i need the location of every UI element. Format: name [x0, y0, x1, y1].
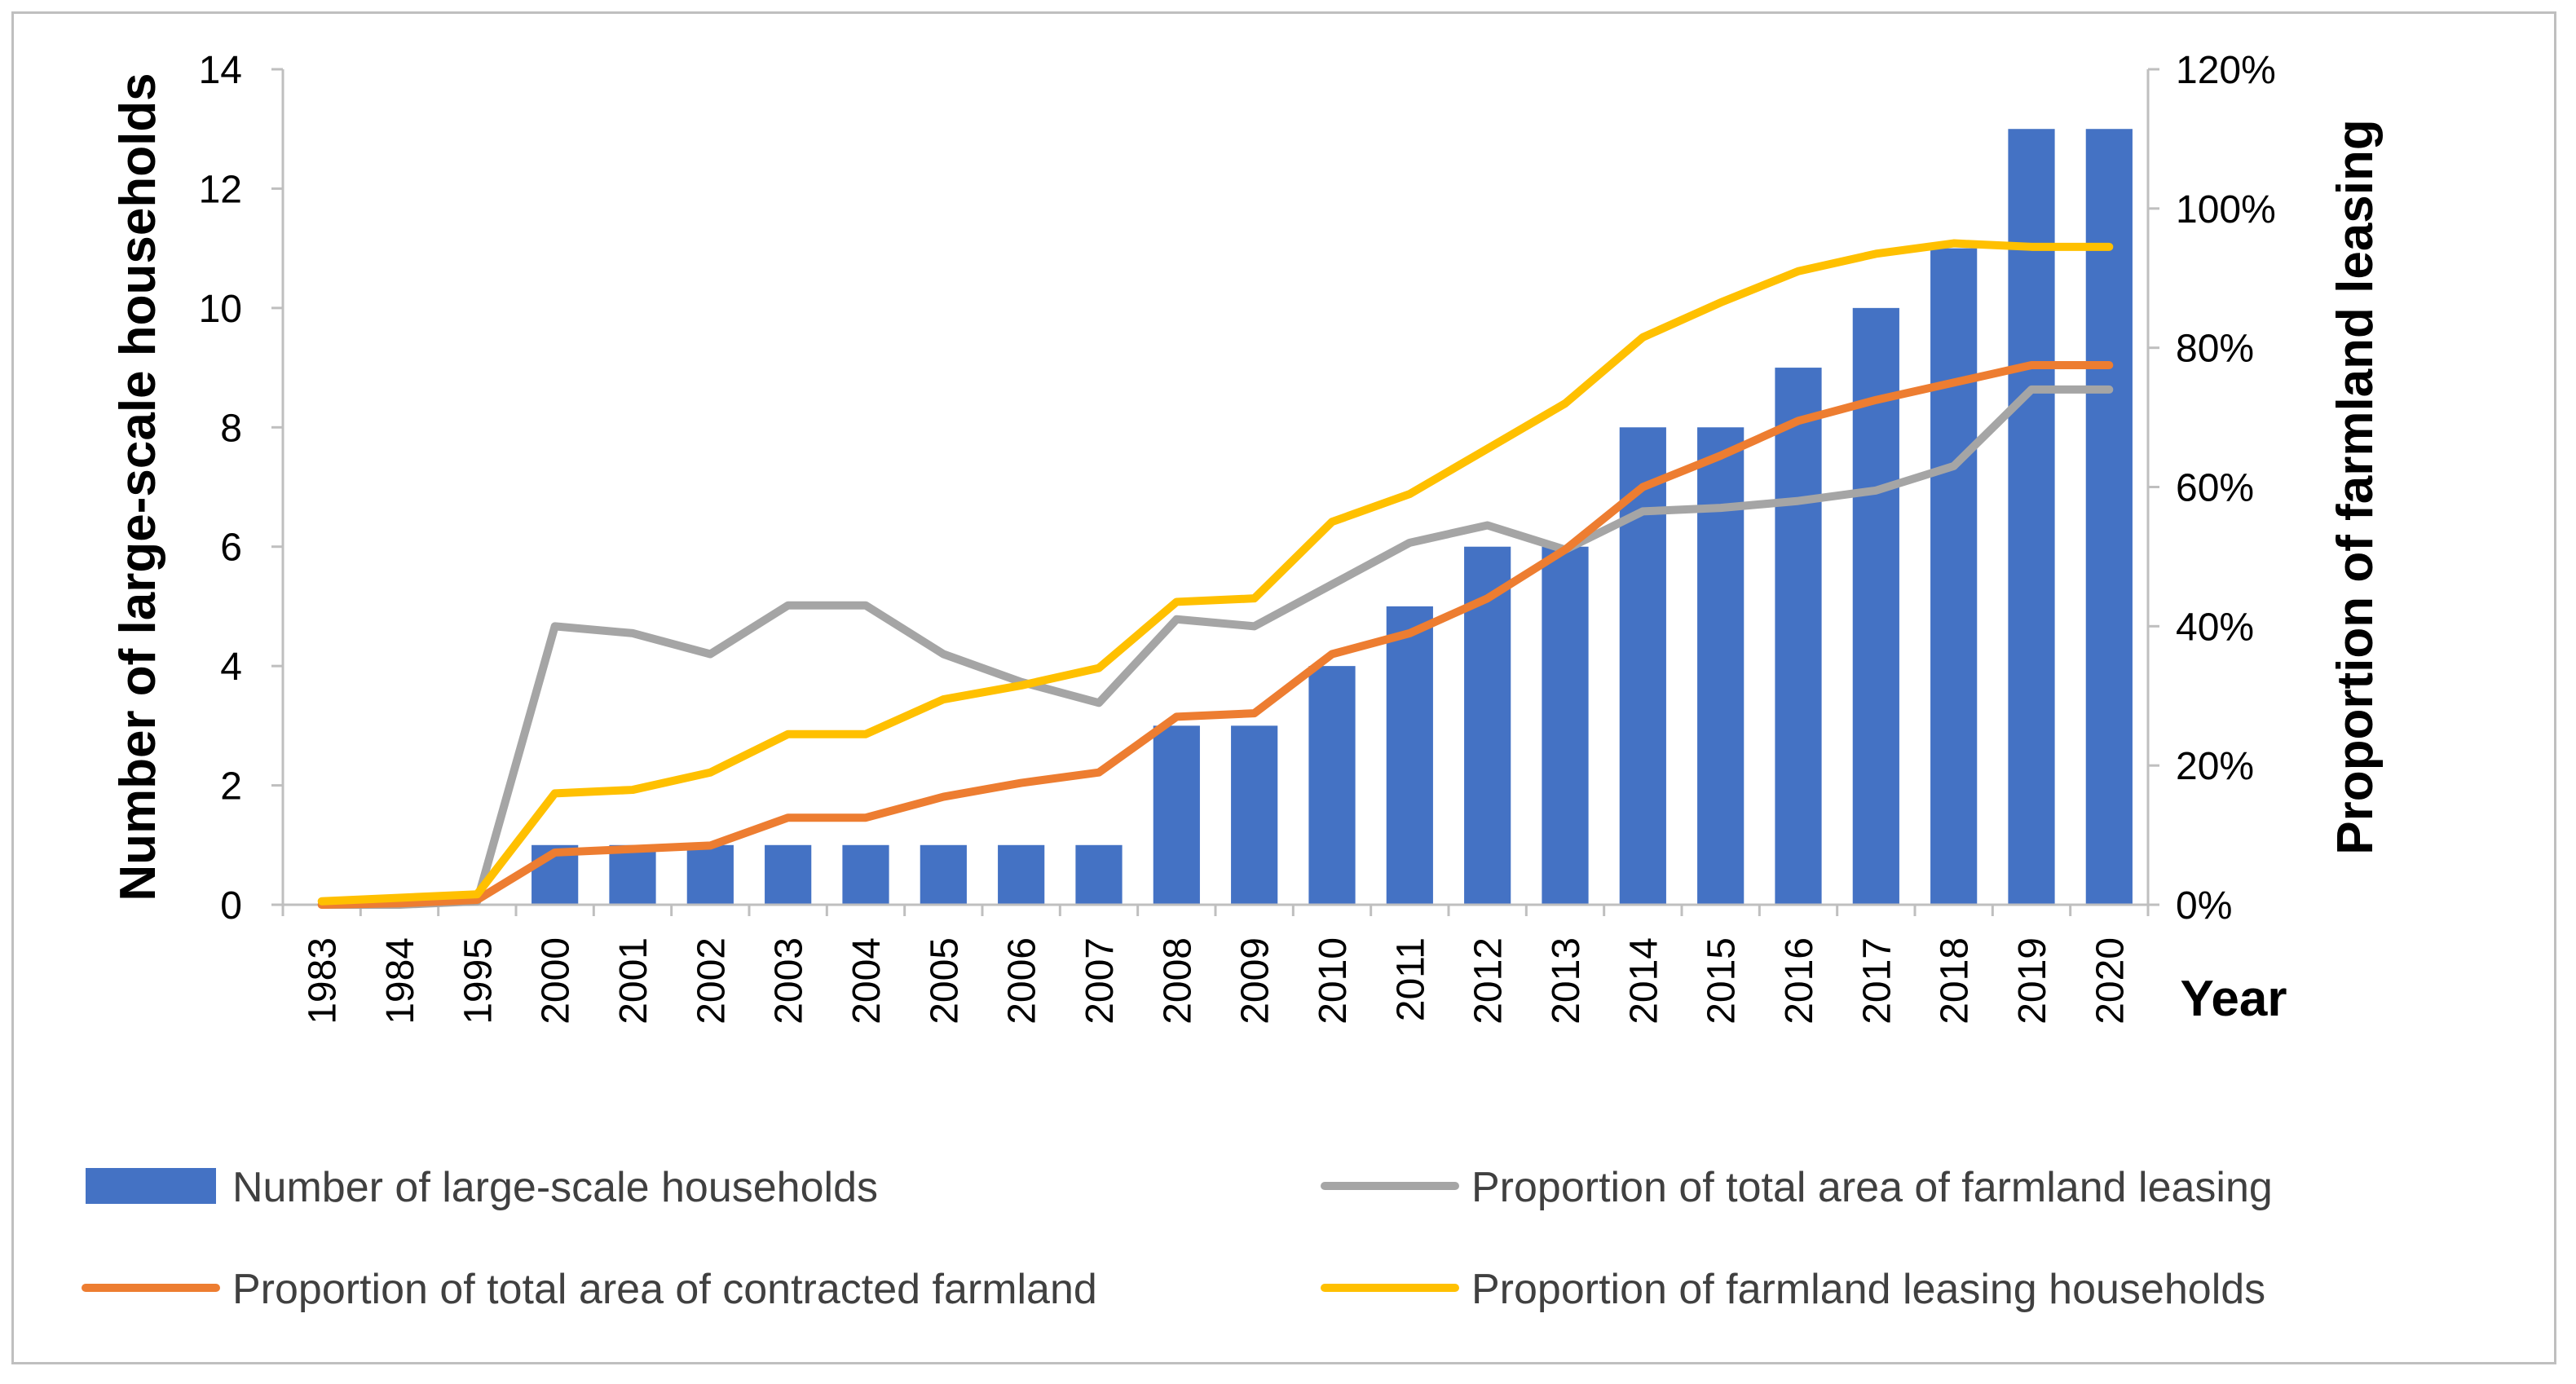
bar-2007	[1075, 844, 1123, 905]
bar-2003	[765, 844, 812, 905]
x-tick-label-2000: 2000	[535, 937, 578, 1025]
bar-2005	[920, 844, 967, 905]
chart-frame	[11, 11, 2556, 1364]
axes-layer	[271, 68, 2159, 916]
x-tick-label-2017: 2017	[1855, 937, 1899, 1025]
legend-item-proportion-of-total-area-of-contracted-farmland: Proportion of total area of contracted f…	[82, 1266, 1097, 1313]
x-tick-label-2009: 2009	[1234, 937, 1277, 1025]
series-line-proportion-of-farmland-leasing-households	[317, 239, 2114, 906]
bar-2016	[1775, 368, 1822, 906]
y-tick-label-right: 120%	[2176, 49, 2276, 92]
y-tick-label-left: 4	[220, 646, 242, 689]
legend-label: Proportion of farmland leasing household…	[1471, 1266, 2265, 1313]
y-tick-label-right: 20%	[2176, 745, 2254, 788]
x-tick-label-2002: 2002	[690, 937, 733, 1025]
lines-layer	[317, 239, 2114, 909]
bar-2013	[1542, 546, 1589, 905]
bar-2019	[2008, 129, 2055, 905]
y-tick-label-left: 6	[220, 527, 242, 570]
x-tick-label-2014: 2014	[1622, 937, 1665, 1025]
x-tick-label-2019: 2019	[2011, 937, 2054, 1025]
x-tick-label-2016: 2016	[1778, 937, 1821, 1025]
bar-2011	[1386, 606, 1433, 905]
y-tick-label-left: 10	[199, 288, 242, 331]
y-tick-label-left: 8	[220, 407, 242, 450]
y-axis-right-title: Proportion of farmland leasing	[2327, 119, 2384, 855]
x-tick-label-2004: 2004	[845, 937, 889, 1025]
bar-2006	[998, 844, 1045, 905]
x-tick-label-2007: 2007	[1078, 937, 1122, 1025]
bar-2001	[609, 844, 656, 905]
y-tick-label-right: 0%	[2176, 884, 2232, 928]
x-tick-label-2013: 2013	[1545, 937, 1588, 1025]
y-axis-left-title: Number of large-scale households	[110, 73, 166, 901]
legend-label: Proportion of total area of farmland lea…	[1471, 1164, 2273, 1211]
x-tick-label-2010: 2010	[1312, 937, 1355, 1025]
x-tick-label-2012: 2012	[1467, 937, 1511, 1025]
legend-layer: Number of large-scale households Proporti…	[82, 1164, 2273, 1313]
bar-2009	[1231, 725, 1278, 905]
x-tick-label-2011: 2011	[1389, 937, 1432, 1021]
labels-layer: 0 2 4 6 8 10 12 14 0% 20% 40% 60% 80% 100% 120% 1983 198…	[110, 49, 2384, 1027]
legend-item-proportion-of-farmland-leasing-households: Proportion of farmland leasing household…	[1321, 1266, 2265, 1313]
legend-label: Proportion of total area of contracted f…	[232, 1266, 1097, 1313]
series-line-proportion-of-total-area-of-farmland-leasing	[317, 385, 2114, 909]
series-line-proportion-of-total-area-of-contracted-farmland	[317, 361, 2114, 909]
x-tick-label-2018: 2018	[1934, 937, 1977, 1025]
y-tick-label-left: 14	[199, 49, 242, 92]
bar-2015	[1697, 427, 1745, 905]
bar-2002	[686, 844, 734, 905]
bar-2010	[1308, 666, 1356, 905]
bar-2018	[1930, 248, 1978, 906]
legend-item-number-of-large-scale-households: Number of large-scale households	[86, 1164, 878, 1211]
x-tick-label-2015: 2015	[1700, 937, 1744, 1025]
bars-layer	[532, 129, 2133, 906]
legend-label: Number of large-scale households	[232, 1164, 878, 1211]
x-tick-label-2003: 2003	[768, 937, 811, 1025]
x-tick-label-2005: 2005	[923, 937, 966, 1025]
x-tick-label-2006: 2006	[1001, 937, 1044, 1025]
y-tick-label-left: 2	[220, 765, 242, 809]
x-tick-label-2008: 2008	[1156, 937, 1199, 1025]
legend-item-proportion-of-total-area-of-farmland-leasing: Proportion of total area of farmland lea…	[1321, 1164, 2273, 1211]
x-tick-label-2020: 2020	[2089, 937, 2132, 1025]
x-tick-label-1983: 1983	[302, 937, 345, 1025]
x-axis-title: Year	[2180, 971, 2287, 1027]
legend-swatch	[86, 1168, 216, 1204]
bar-2008	[1153, 725, 1200, 905]
y-tick-label-right: 60%	[2176, 467, 2254, 510]
x-tick-label-1984: 1984	[379, 937, 422, 1025]
bar-2020	[2085, 129, 2133, 905]
y-tick-label-right: 80%	[2176, 328, 2254, 371]
x-tick-label-2001: 2001	[612, 937, 655, 1025]
y-tick-label-left: 12	[199, 168, 242, 211]
y-tick-label-right: 40%	[2176, 606, 2254, 649]
x-tick-label-1995: 1995	[457, 937, 500, 1025]
bar-2004	[842, 844, 889, 905]
y-tick-label-left: 0	[220, 884, 242, 928]
y-tick-label-right: 100%	[2176, 188, 2276, 231]
